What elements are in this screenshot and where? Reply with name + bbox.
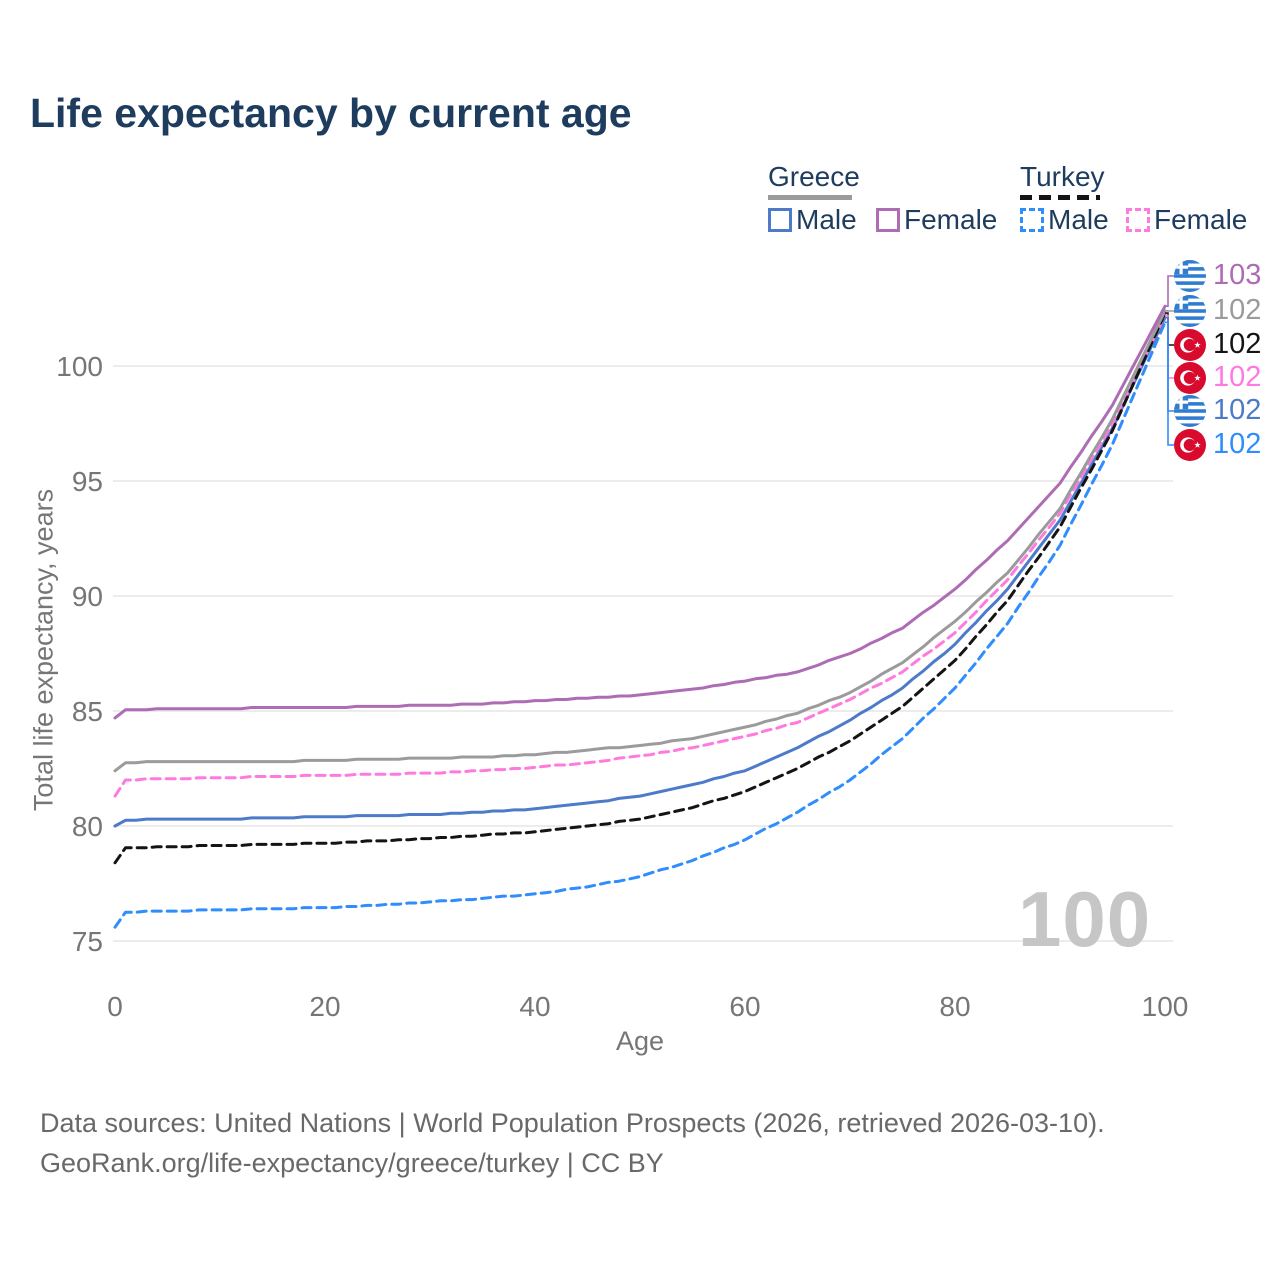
end-label-value: 102	[1213, 394, 1262, 426]
legend-item-label: Male	[1048, 204, 1109, 235]
y-axis-title: Total life expectancy, years	[28, 488, 59, 812]
y-tick-label: 95	[72, 466, 103, 497]
page-title: Life expectancy by current age	[30, 90, 632, 136]
greece-female-swatch-icon	[876, 208, 900, 232]
legend-greece-label[interactable]: Greece	[768, 161, 860, 192]
legend-item-greece-male[interactable]: Male	[768, 204, 857, 236]
end-label-value: 102	[1213, 294, 1262, 326]
y-tick-label: 100	[56, 351, 103, 382]
leader-line	[1165, 316, 1174, 412]
end-label-turkey-male: 102	[1174, 428, 1261, 461]
legend-item-turkey-female[interactable]: Female	[1126, 204, 1247, 236]
turkey-flag-icon	[1174, 328, 1206, 361]
end-label-turkey-both: 102	[1174, 328, 1261, 361]
leader-line	[1165, 275, 1174, 307]
series-line-turkey-both	[113, 311, 1167, 865]
turkey-flag-icon	[1174, 428, 1206, 461]
legend-item-greece-female[interactable]: Female	[876, 204, 997, 236]
series-line-turkey-female	[113, 313, 1167, 798]
turkey-female-swatch-icon	[1126, 208, 1150, 232]
y-tick-label: 75	[72, 926, 103, 957]
legend-item-label: Female	[1154, 204, 1248, 235]
watermark-age-100: 100	[1018, 875, 1152, 963]
y-tick-label: 80	[72, 811, 103, 842]
end-label-greece-female: 103	[1174, 259, 1261, 292]
series-line-greece-female	[113, 304, 1167, 720]
end-label-greece-male: 102	[1174, 394, 1261, 427]
greece-flag-icon	[1174, 259, 1206, 292]
y-tick-label: 85	[72, 696, 103, 727]
greece-male-swatch-icon	[768, 208, 792, 232]
legend-item-label: Female	[904, 204, 998, 235]
footer-attribution: GeoRank.org/life-expectancy/greece/turke…	[40, 1148, 664, 1178]
end-label-value: 103	[1213, 259, 1262, 291]
leader-line	[1165, 321, 1174, 446]
x-tick-label: 40	[519, 991, 550, 1022]
greece-flag-icon	[1174, 294, 1206, 327]
end-label-value: 102	[1213, 428, 1262, 460]
x-tick-label: 80	[939, 991, 970, 1022]
end-label-value: 102	[1213, 361, 1262, 393]
end-label-value: 102	[1213, 328, 1262, 360]
end-label-turkey-female: 102	[1174, 361, 1261, 394]
legend-item-label: Male	[796, 204, 857, 235]
greece-flag-icon	[1174, 394, 1206, 427]
end-label-greece-both: 102	[1174, 294, 1261, 327]
legend-item-turkey-male[interactable]: Male	[1020, 204, 1109, 236]
x-tick-label: 20	[309, 991, 340, 1022]
legend-turkey-underline-swatch[interactable]	[1020, 195, 1100, 200]
legend-turkey-label[interactable]: Turkey	[1020, 161, 1105, 192]
series-line-turkey-male	[113, 320, 1167, 929]
x-axis-title: Age	[615, 1026, 665, 1056]
y-tick-label: 90	[72, 581, 103, 612]
x-tick-label: 60	[729, 991, 760, 1022]
series-line-greece-male	[113, 316, 1167, 828]
turkey-flag-icon	[1174, 361, 1206, 394]
x-tick-label: 0	[107, 991, 123, 1022]
leader-line	[1165, 314, 1174, 379]
x-tick-label: 100	[1142, 991, 1189, 1022]
series-line-greece-both	[113, 309, 1167, 773]
legend-greece-underline-swatch[interactable]	[768, 195, 852, 200]
footer-data-sources: Data sources: United Nations | World Pop…	[40, 1108, 1105, 1138]
turkey-male-swatch-icon	[1020, 208, 1044, 232]
